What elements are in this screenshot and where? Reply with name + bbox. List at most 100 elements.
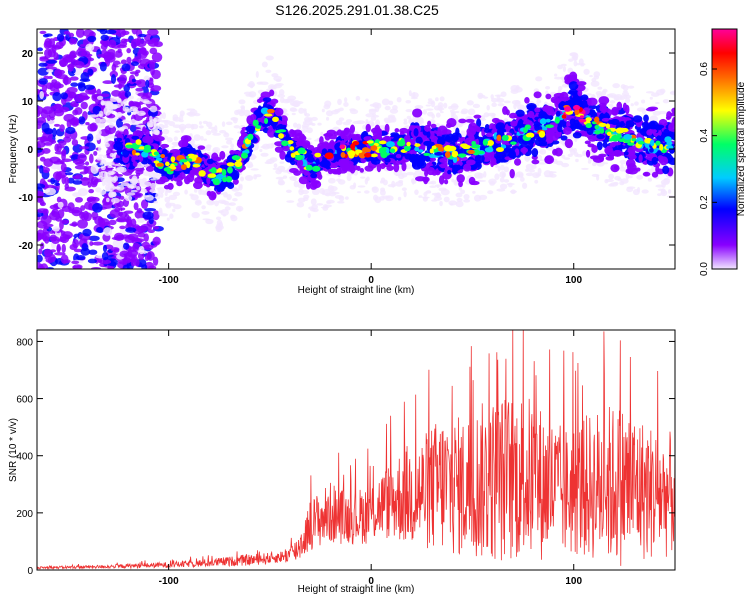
heatmap-cell xyxy=(110,73,117,84)
heatmap-cell xyxy=(68,32,75,38)
heatmap-cell xyxy=(138,47,147,54)
heatmap-cell xyxy=(294,132,306,142)
heatmap-cell xyxy=(589,74,593,78)
figure-title: S126.2025.291.01.38.C25 xyxy=(275,2,439,18)
heatmap-cell xyxy=(484,124,490,130)
heatmap-cell xyxy=(124,235,136,243)
heatmap-cell xyxy=(37,208,48,214)
heatmap-cell xyxy=(668,122,675,132)
heatmap-cell xyxy=(90,266,102,269)
heatmap-cell xyxy=(64,186,76,192)
heatmap-cell xyxy=(60,162,67,172)
heatmap-cell xyxy=(55,215,62,222)
heatmap-cell xyxy=(149,188,157,193)
heatmap-cell xyxy=(325,116,330,121)
heatmap-cell xyxy=(425,104,432,107)
heatmap-cell xyxy=(538,142,548,147)
heatmap-cell xyxy=(529,139,534,150)
heatmap-cell xyxy=(37,137,48,141)
heatmap-cell xyxy=(320,131,324,137)
heatmap-cell xyxy=(657,193,662,197)
heatmap-cell xyxy=(151,37,160,42)
heatmap-cell xyxy=(649,96,653,100)
heatmap-cell xyxy=(144,208,157,212)
heatmap-cell xyxy=(359,168,365,173)
heatmap-cell xyxy=(160,143,170,149)
heatmap-cell xyxy=(311,188,320,196)
heatmap-cell xyxy=(130,61,139,67)
heatmap-cell xyxy=(625,172,630,180)
heatmap-cell xyxy=(172,208,176,213)
heatmap-cell xyxy=(562,126,572,135)
heatmap-cell xyxy=(519,176,525,182)
heatmap-cell xyxy=(440,188,450,196)
heatmap-cell xyxy=(545,93,552,100)
heatmap-cell xyxy=(164,120,169,126)
heatmap-cell xyxy=(346,174,352,182)
heatmap-cell xyxy=(424,169,429,177)
heatmap-hotspot xyxy=(451,150,459,158)
heatmap-cell xyxy=(580,94,589,101)
colorbar-tick-label: 0.4 xyxy=(699,128,710,142)
heatmap-cell xyxy=(608,173,615,180)
heatmap-cell xyxy=(537,167,542,175)
heatmap-cell xyxy=(319,159,330,168)
heatmap-cell xyxy=(485,132,494,138)
heatmap-cell xyxy=(99,171,104,177)
heatmap-cell xyxy=(290,130,297,135)
heatmap-cell xyxy=(74,161,86,166)
heatmap-cell xyxy=(191,166,203,171)
heatmap-cell xyxy=(203,138,207,141)
heatmap-cell xyxy=(515,109,525,117)
heatmap-hotspot xyxy=(379,140,387,145)
heatmap-cell xyxy=(520,147,529,153)
heatmap-cell xyxy=(451,178,455,183)
heatmap-cell xyxy=(273,163,278,169)
heatmap-cell xyxy=(458,181,463,188)
heatmap-cell xyxy=(489,150,495,160)
heatmap-cell xyxy=(437,125,448,136)
heatmap-cell xyxy=(659,88,666,94)
heatmap-cell xyxy=(330,191,340,195)
heatmap-hotspot xyxy=(225,175,233,183)
heatmap-cell xyxy=(104,124,117,135)
heatmap-cell xyxy=(117,113,122,117)
heatmap-cell xyxy=(360,176,366,179)
heatmap-cell xyxy=(585,149,591,158)
heatmap-cell xyxy=(449,109,455,113)
heatmap-cell xyxy=(647,177,653,182)
heatmap-cell xyxy=(654,101,660,105)
heatmap-cell xyxy=(649,115,659,123)
heatmap-cell xyxy=(55,172,62,182)
heatmap-hotspot xyxy=(370,153,378,158)
heatmap-hotspot xyxy=(207,173,217,178)
heatmap-cell xyxy=(61,243,66,254)
heatmap-cell xyxy=(58,106,70,113)
heatmap-cell xyxy=(54,182,60,186)
heatmap-cell xyxy=(616,101,623,111)
heatmap-cell xyxy=(503,166,510,173)
heatmap-cell xyxy=(422,109,427,115)
heatmap-cell xyxy=(145,79,150,88)
heatmap-cell xyxy=(37,191,45,198)
heatmap-cell xyxy=(467,171,472,174)
heatmap-hotspot xyxy=(631,138,637,142)
heatmap-cell xyxy=(463,163,472,172)
heatmap-cell xyxy=(625,97,631,104)
heatmap-cell xyxy=(591,173,600,177)
heatmap-cell xyxy=(602,141,608,148)
heatmap-cell xyxy=(245,125,256,133)
heatmap-cell xyxy=(69,51,76,60)
heatmap-cell xyxy=(72,265,78,269)
heatmap-cell xyxy=(107,39,117,48)
heatmap-cell xyxy=(445,122,452,129)
heatmap-cell xyxy=(602,88,608,93)
heatmap-cell xyxy=(289,107,297,112)
heatmap-cell xyxy=(72,175,80,180)
heatmap-cell xyxy=(411,178,415,184)
heatmap-cell xyxy=(372,102,380,108)
heatmap-cell xyxy=(566,75,571,85)
heatmap-cell xyxy=(104,142,110,148)
heatmap-cell xyxy=(638,154,643,163)
heatmap-cell xyxy=(51,208,60,218)
